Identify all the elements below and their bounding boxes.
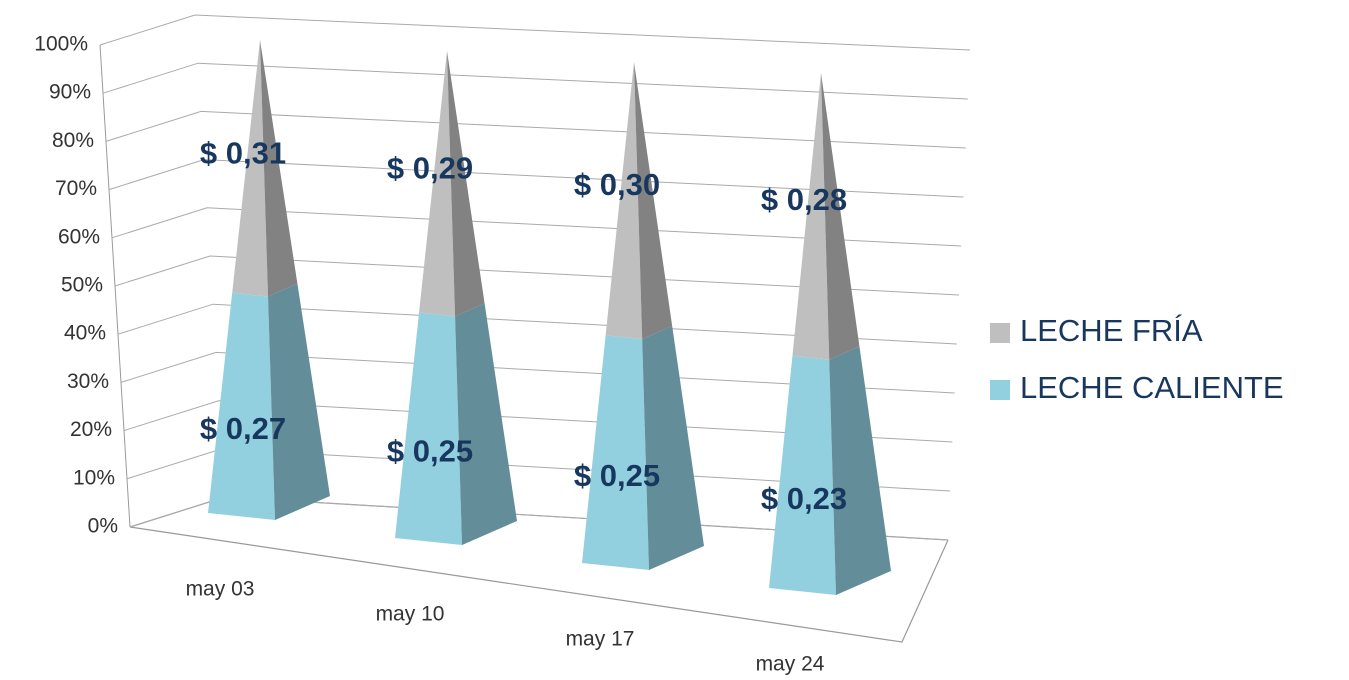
value-label: $ 0,30 <box>574 167 660 202</box>
grid-line <box>105 110 966 149</box>
x-tick-label: may 10 <box>376 603 445 626</box>
pyramid-side <box>260 40 298 297</box>
y-tick-label: 30% <box>67 370 109 393</box>
y-tick-label: 10% <box>73 466 115 489</box>
x-tick-label: may 03 <box>186 578 255 601</box>
value-label: $ 0,27 <box>200 411 286 446</box>
y-tick-label: 100% <box>34 33 88 56</box>
grid-line <box>120 351 955 394</box>
grid-line <box>114 255 960 296</box>
grid-line <box>108 159 964 198</box>
value-label: $ 0,29 <box>387 151 473 186</box>
value-label: $ 0,25 <box>574 458 660 493</box>
grid-line <box>99 14 971 51</box>
pyramid-side <box>268 283 330 520</box>
pyramid-front <box>419 51 456 317</box>
grid-line <box>102 62 968 100</box>
y-tick-label: 60% <box>58 225 100 248</box>
y-tick-label: 0% <box>88 515 118 538</box>
x-tick-label: may 24 <box>756 653 825 676</box>
pyramid-front <box>208 292 275 520</box>
y-tick-label: 80% <box>52 129 94 152</box>
grid-line <box>111 207 962 247</box>
pyramid-side <box>455 303 517 545</box>
pyramid-front <box>792 73 830 360</box>
pyramid-side <box>829 346 891 595</box>
y-tick-label: 90% <box>49 81 91 104</box>
legend-label: LECHE CALIENTE <box>1020 370 1284 405</box>
value-label: $ 0,23 <box>761 481 847 516</box>
pyramid-side <box>821 73 860 360</box>
pyramid-side <box>634 62 673 340</box>
floor-front <box>129 526 949 643</box>
y-tick-label: 70% <box>55 177 97 200</box>
pyramid-front <box>395 312 462 545</box>
pyramid-front <box>582 335 649 570</box>
y-tick-label: 20% <box>70 418 112 441</box>
legend-label: LECHE FRÍA <box>1020 313 1203 348</box>
legend-swatch <box>990 323 1010 343</box>
x-tick-label: may 17 <box>566 628 635 651</box>
pyramid-front <box>605 62 643 340</box>
pyramid-side <box>642 326 704 570</box>
y-tick-label: 50% <box>61 274 103 297</box>
value-label: $ 0,31 <box>200 136 286 171</box>
value-label: $ 0,25 <box>387 434 473 469</box>
legend-swatch <box>990 380 1010 400</box>
grid-line <box>123 400 953 443</box>
y-tick-label: 40% <box>64 322 106 345</box>
pyramid-front <box>232 40 269 297</box>
pyramid-side <box>447 51 485 317</box>
grid-line <box>117 303 957 345</box>
pyramid-front <box>769 355 836 595</box>
value-label: $ 0,28 <box>761 182 847 217</box>
